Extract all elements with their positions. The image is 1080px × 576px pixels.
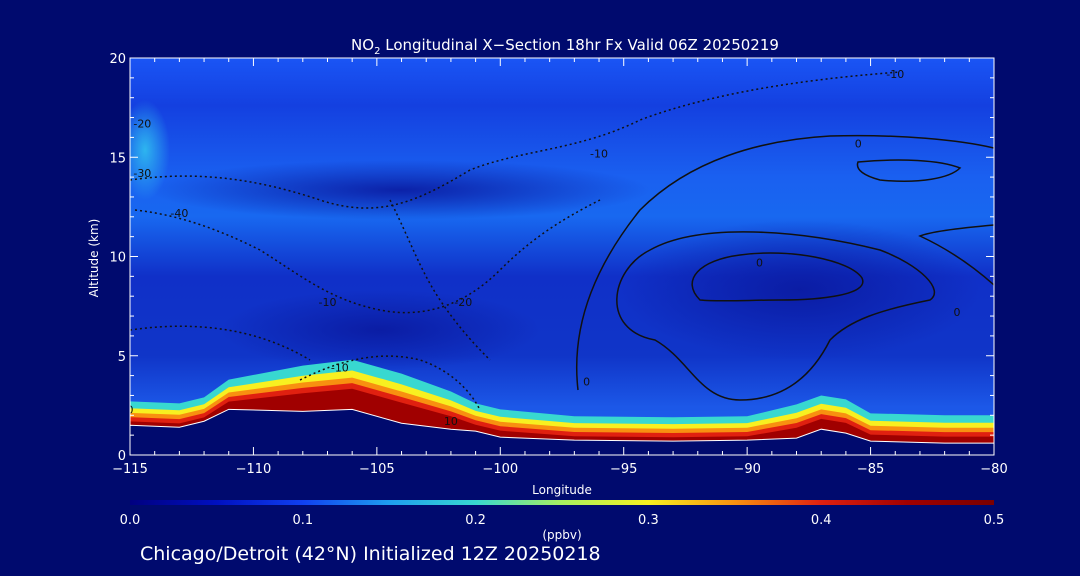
colorbar-ticks: 0.0 0.1 0.2 0.3 0.4 0.5 [120, 513, 1005, 528]
y-tick-label: 5 [118, 350, 126, 365]
contour-dashed-3 [299, 355, 481, 411]
contour-zero-east [918, 224, 994, 286]
colorbar-tick-label: 0.4 [811, 513, 832, 528]
x-tick-label: −105 [359, 462, 395, 477]
contour-label: -40 [170, 207, 188, 220]
contour-lines [130, 71, 994, 411]
contour-label: 0 [583, 376, 590, 389]
x-tick-label: −90 [733, 462, 760, 477]
x-tick-label: −95 [610, 462, 637, 477]
low-concentration-region-west [220, 290, 540, 370]
y-axis-label: Altitude (km) [87, 219, 101, 298]
y-tick-label: 15 [109, 151, 126, 166]
contour-label: -30 [133, 167, 151, 180]
x-tick-label: −100 [482, 462, 518, 477]
contour-label: -10 [886, 68, 904, 81]
contour-dashed-5 [130, 325, 311, 361]
colorbar-tick-label: 0.1 [292, 513, 313, 528]
x-axis-label: Longitude [532, 483, 592, 497]
low-concentration-region-top [150, 160, 650, 220]
colorbar [130, 500, 994, 505]
colorbar-unit-label: (ppbv) [542, 528, 581, 542]
contour-dashed-2 [134, 199, 601, 314]
contour-label: 0 [953, 306, 960, 319]
chart-title: NO2 Longitudinal X−Section 18hr Fx Valid… [351, 36, 779, 57]
contour-dashed-4 [389, 199, 491, 361]
contour-label: -10 [319, 296, 337, 309]
high-concentration-region-west [130, 100, 170, 200]
contour-label: -20 [133, 117, 151, 130]
colorbar-tick-label: 0.5 [984, 513, 1005, 528]
contour-zero-inner [691, 252, 864, 302]
contour-label: -10 [331, 362, 349, 375]
y-tick-label: 0 [118, 449, 126, 464]
x-axis: −115 −110 −105 −100 −95 −90 −85 −80 [112, 58, 1008, 477]
low-concentration-region [620, 220, 980, 360]
colorbar-tick-label: 0.3 [638, 513, 659, 528]
y-axis: 0 5 10 15 20 [109, 52, 994, 464]
boundary-layer-band [130, 388, 994, 448]
plot-area: -10 -20 -30 -40 -10 0 0 0 0 -10 -20 -10 10 0 [127, 58, 994, 455]
contour-label: -20 [454, 296, 472, 309]
terrain [130, 408, 994, 455]
contour-label: 0 [127, 403, 134, 416]
x-tick-label: −110 [236, 462, 272, 477]
y-tick-label: 10 [109, 251, 126, 266]
contour-label: -10 [590, 147, 608, 160]
contour-label: 10 [444, 415, 458, 428]
contour-labels: -10 -20 -30 -40 -10 0 0 0 0 -10 -20 -10 10 0 [127, 68, 960, 428]
x-tick-label: −85 [857, 462, 884, 477]
x-tick-label: −80 [980, 462, 1007, 477]
contour-label: 0 [756, 256, 763, 269]
contour-zero-middle [616, 231, 936, 401]
contour-zero-outer [576, 134, 994, 391]
colorbar-tick-label: 0.0 [120, 513, 141, 528]
colorbar-tick-label: 0.2 [465, 513, 486, 528]
y-tick-label: 20 [109, 52, 126, 67]
footer-caption: Chicago/Detroit (42°N) Initialized 12Z 2… [140, 543, 601, 565]
contour-zero-upper [856, 159, 962, 182]
x-tick-label: −115 [112, 462, 148, 477]
boundary-layer-layers [130, 359, 994, 448]
contour-label: 0 [855, 137, 862, 150]
